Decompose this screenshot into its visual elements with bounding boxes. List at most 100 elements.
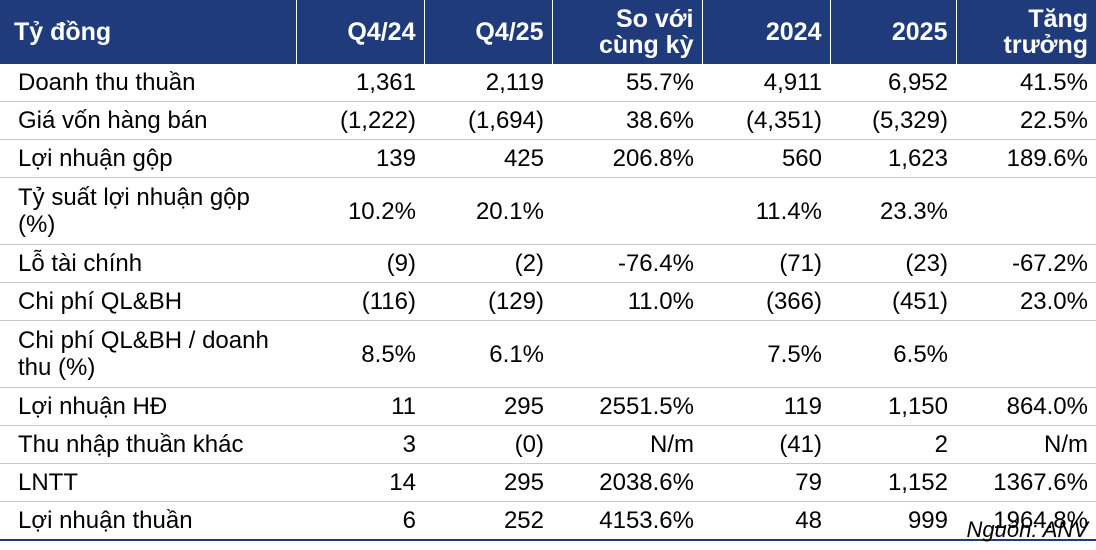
table-cell: 1,623 (830, 139, 956, 178)
table-row: Lợi nhuận thuần 6 252 4153.6% 48 999 1964.8% (0, 501, 1096, 541)
table-cell: 295 (424, 387, 552, 426)
table-row: Giá vốn hàng bán (1,222) (1,694) 38.6% (4,35… (0, 101, 1096, 140)
table-cell: (1,222) (296, 101, 424, 140)
table-cell: 11.0% (552, 282, 702, 321)
table-cell: 23.0% (956, 282, 1096, 321)
source-note: Nguồn: ANV (966, 517, 1088, 542)
table-cell: (0) (424, 425, 552, 464)
table-cell: 189.6% (956, 139, 1096, 178)
table-cell: 48 (702, 501, 830, 541)
row-label: Giá vốn hàng bán (0, 101, 296, 140)
header-row: Tỷ đồng Q4/24 Q4/25 So với cùng kỳ 2024 2025 T… (0, 0, 1096, 64)
header-cell: Tăng trưởng (956, 0, 1096, 64)
table-cell: 20.1% (424, 177, 552, 245)
row-label: Lỗ tài chính (0, 244, 296, 283)
table-row: LNTT 14 295 2038.6% 79 1,152 1367.6% (0, 463, 1096, 502)
header-cell: So với cùng kỳ (552, 0, 703, 64)
table-header: Tỷ đồng Q4/24 Q4/25 So với cùng kỳ 2024 2025 T… (0, 0, 1096, 64)
table-cell: (9) (296, 244, 424, 283)
table-cell: 8.5% (296, 320, 424, 388)
table-cell (552, 177, 702, 245)
table-body: Doanh thu thuần 1,361 2,119 55.7% 4,911 6,952… (0, 64, 1096, 541)
table-cell: 6,952 (830, 64, 956, 102)
table-cell: N/m (956, 425, 1096, 464)
table-cell: 41.5% (956, 64, 1096, 102)
table-cell: (41) (702, 425, 830, 464)
table-cell: (366) (702, 282, 830, 321)
row-label: Lợi nhuận HĐ (0, 387, 296, 426)
table-row: Chi phí QL&BH / doanh thu (%) 8.5% 6.1% 7.5… (0, 320, 1096, 388)
table-cell: 3 (296, 425, 424, 464)
table-cell: -67.2% (956, 244, 1096, 283)
table-cell (956, 177, 1096, 245)
table-cell: (5,329) (830, 101, 956, 140)
table-cell: 11 (296, 387, 424, 426)
table-row: Doanh thu thuần 1,361 2,119 55.7% 4,911 6,952… (0, 64, 1096, 102)
table-cell: (71) (702, 244, 830, 283)
table-cell: 55.7% (552, 64, 702, 102)
table-cell: 14 (296, 463, 424, 502)
table-cell: 1,150 (830, 387, 956, 426)
table-cell: (116) (296, 282, 424, 321)
table-cell: 864.0% (956, 387, 1096, 426)
table-row: Thu nhập thuần khác 3 (0) N/m (41) 2 N/m (0, 425, 1096, 464)
table-cell: 10.2% (296, 177, 424, 245)
table-cell: 1964.8% (956, 501, 1096, 541)
table-cell: 2551.5% (552, 387, 702, 426)
row-label: Chi phí QL&BH / doanh thu (%) (0, 320, 296, 388)
table-cell: 252 (424, 501, 552, 541)
table-cell (552, 320, 702, 388)
table-cell: 7.5% (702, 320, 830, 388)
row-label: Lợi nhuận thuần (0, 501, 296, 541)
header-cell: 2024 (702, 0, 831, 64)
table-row: Chi phí QL&BH (116) (129) 11.0% (366) (451) 23… (0, 282, 1096, 321)
row-label: Lợi nhuận gộp (0, 139, 296, 178)
table-cell: 206.8% (552, 139, 702, 178)
table-cell: 22.5% (956, 101, 1096, 140)
table-cell: 2038.6% (552, 463, 702, 502)
table-cell (956, 320, 1096, 388)
table-cell: 1367.6% (956, 463, 1096, 502)
table-cell: (129) (424, 282, 552, 321)
table-cell: 23.3% (830, 177, 956, 245)
row-label: Thu nhập thuần khác (0, 425, 296, 464)
table-row: Lợi nhuận gộp 139 425 206.8% 560 1,623 189.6% (0, 139, 1096, 178)
header-cell: Q4/24 (296, 0, 425, 64)
row-label: LNTT (0, 463, 296, 502)
table-row: Lỗ tài chính (9) (2) -76.4% (71) (23) -67.2% (0, 244, 1096, 283)
table-cell: 425 (424, 139, 552, 178)
table-row: Lợi nhuận HĐ 11 295 2551.5% 119 1,150 864.0% (0, 387, 1096, 426)
table-cell: (4,351) (702, 101, 830, 140)
table-cell: 6.1% (424, 320, 552, 388)
table-cell: 295 (424, 463, 552, 502)
row-label: Chi phí QL&BH (0, 282, 296, 321)
table-cell: 1,152 (830, 463, 956, 502)
header-cell-unit: Tỷ đồng (0, 0, 297, 64)
table-cell: 999 (830, 501, 956, 541)
table-cell: (451) (830, 282, 956, 321)
table-cell: 139 (296, 139, 424, 178)
table-row: Tỷ suất lợi nhuận gộp (%) 10.2% 20.1% 11.4%… (0, 177, 1096, 245)
table-cell: 38.6% (552, 101, 702, 140)
table-cell: 4153.6% (552, 501, 702, 541)
table-cell: 4,911 (702, 64, 830, 102)
table-cell: -76.4% (552, 244, 702, 283)
table-cell: 2,119 (424, 64, 552, 102)
table-cell: 6 (296, 501, 424, 541)
table-cell: 79 (702, 463, 830, 502)
table-cell: (2) (424, 244, 552, 283)
table-cell: N/m (552, 425, 702, 464)
header-cell: 2025 (830, 0, 957, 64)
table-cell: (1,694) (424, 101, 552, 140)
table-cell: (23) (830, 244, 956, 283)
row-label: Doanh thu thuần (0, 64, 296, 102)
table-cell: 6.5% (830, 320, 956, 388)
row-label: Tỷ suất lợi nhuận gộp (%) (0, 177, 296, 245)
table-cell: 11.4% (702, 177, 830, 245)
table-cell: 1,361 (296, 64, 424, 102)
table-cell: 119 (702, 387, 830, 426)
header-cell: Q4/25 (424, 0, 553, 64)
table-cell: 2 (830, 425, 956, 464)
